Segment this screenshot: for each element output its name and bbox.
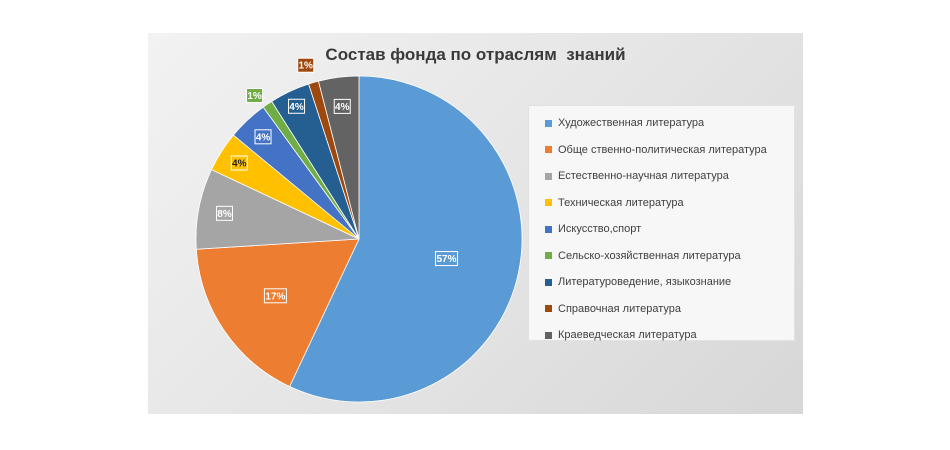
data-label-7: 4% [288, 98, 306, 114]
chart-area: Состав фонда по отраслям знаний 57% 17% 8%… [148, 33, 803, 414]
legend-swatch [545, 305, 552, 313]
legend-label: Техническая литература [558, 196, 684, 209]
legend-item-2: Обще ственно-политическая литература [545, 137, 794, 164]
legend-swatch [545, 252, 552, 260]
legend-swatch [545, 199, 552, 207]
data-label-6: 1% [246, 87, 264, 103]
legend-item-8: Справочная литература [545, 296, 794, 323]
svg-text:17%: 17% [265, 291, 285, 302]
legend-item-3: Естественно-научная литература [545, 163, 794, 190]
legend-item-7: Литературоведение, языкознание [545, 269, 794, 296]
data-label-8: 1% [297, 57, 315, 73]
legend-label: Искусство,спорт [558, 223, 642, 236]
svg-text:4%: 4% [289, 102, 304, 113]
legend-swatch [545, 119, 552, 127]
legend-label: Сельско-хозяйственная литература [558, 249, 741, 262]
legend: Художественная литература Обще ственно-по… [528, 105, 795, 341]
legend-swatch [545, 278, 552, 286]
legend-item-4: Техническая литература [545, 190, 794, 217]
legend-label: Краеведческая литература [558, 329, 697, 342]
svg-text:8%: 8% [217, 209, 232, 220]
pie-chart: 57% 17% 8% 4% 4% 1% 4% 1% 4% [195, 57, 523, 403]
svg-text:57%: 57% [436, 254, 456, 265]
data-label-3: 8% [216, 205, 234, 221]
svg-text:4%: 4% [232, 159, 247, 170]
svg-text:1%: 1% [247, 91, 262, 102]
data-label-9: 4% [333, 98, 351, 114]
legend-label: Обще ственно-политическая литература [558, 143, 767, 156]
svg-text:1%: 1% [298, 61, 313, 72]
legend-item-6: Сельско-хозяйственная литература [545, 243, 794, 270]
legend-label: Литературоведение, языкознание [558, 276, 732, 289]
data-label-5: 4% [254, 129, 272, 145]
svg-text:4%: 4% [256, 132, 271, 143]
data-label-2: 17% [263, 288, 287, 304]
legend-item-1: Художественная литература [545, 110, 794, 137]
legend-swatch [545, 331, 552, 339]
legend-label: Художественная литература [558, 117, 705, 130]
data-label-4: 4% [230, 155, 248, 171]
legend-swatch [545, 225, 552, 233]
pie-slice-9 [317, 75, 360, 240]
legend-label: Естественно-научная литература [558, 170, 729, 183]
legend-item-9: Краеведческая литература [545, 322, 794, 349]
legend-label: Справочная литература [558, 302, 682, 315]
svg-text:4%: 4% [335, 102, 350, 113]
legend-swatch [545, 172, 552, 180]
legend-swatch [545, 146, 552, 154]
legend-item-5: Искусство,спорт [545, 216, 794, 243]
pie-slice-2 [195, 238, 360, 388]
data-label-1: 57% [434, 251, 458, 267]
chart-title: Состав фонда по отраслям знаний [325, 45, 626, 64]
pie-slice-1 [289, 75, 523, 403]
